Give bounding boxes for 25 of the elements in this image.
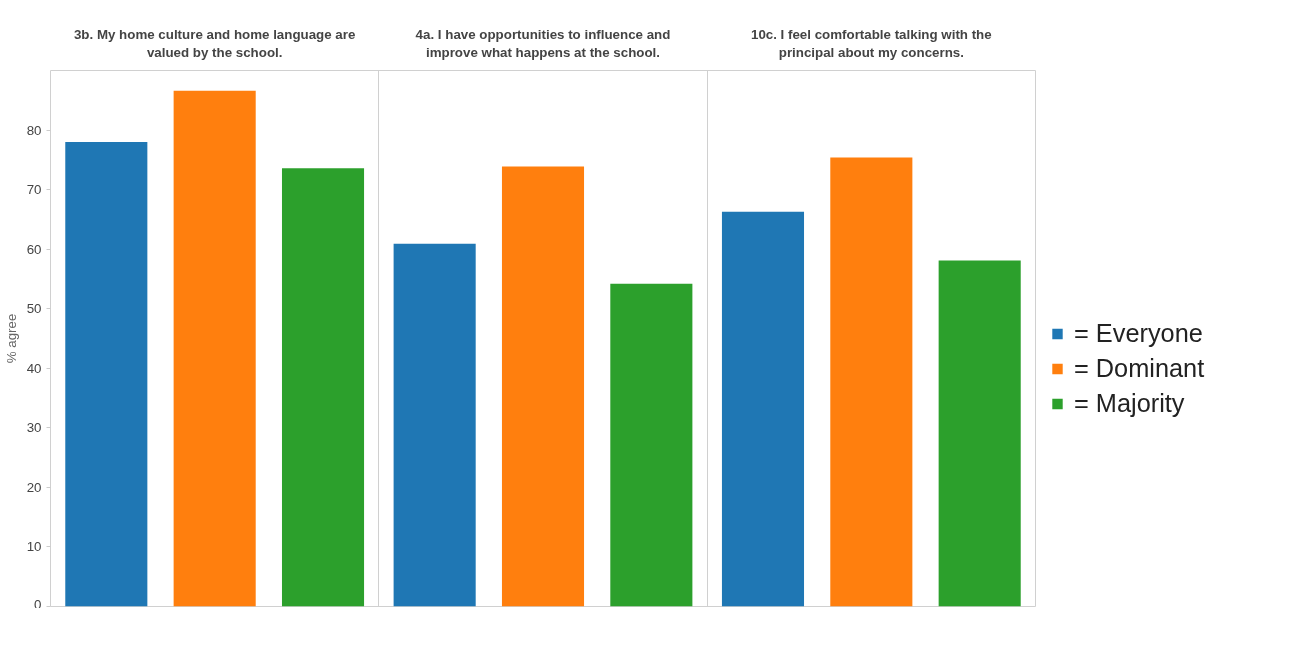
y-tick-label: 30	[26, 420, 42, 436]
y-tick-label: 80	[26, 122, 42, 138]
legend-label: = Everyone	[1074, 318, 1203, 348]
y-tick-label: 60	[26, 241, 42, 257]
bar	[173, 90, 256, 607]
bar	[721, 211, 805, 607]
legend-label: = Majority	[1074, 388, 1185, 418]
legend-label: = Dominant	[1074, 353, 1205, 383]
bar	[281, 168, 365, 607]
bar	[938, 260, 1021, 607]
bar	[830, 157, 913, 607]
y-tick-label: 0	[34, 596, 42, 612]
y-tick-label: 50	[26, 301, 42, 317]
bar	[65, 141, 148, 607]
x-tick-label: 4a. I have opportunities to influence and improve what happens at the school.	[415, 26, 671, 60]
y-axis-title: % agree	[3, 313, 19, 364]
y-tick-label: 40	[26, 360, 42, 376]
bar	[610, 283, 693, 607]
y-tick-label: 10	[26, 539, 42, 555]
x-tick-label: 3b. My home culture and home language are valued by the school.	[73, 26, 356, 60]
y-tick-label: 70	[26, 182, 42, 198]
y-tick-label: 20	[26, 479, 42, 495]
x-tick-label: 10c. I feel comfortable talking with the principal about my concerns.	[750, 26, 992, 60]
bar	[393, 243, 476, 607]
bar	[501, 166, 585, 607]
